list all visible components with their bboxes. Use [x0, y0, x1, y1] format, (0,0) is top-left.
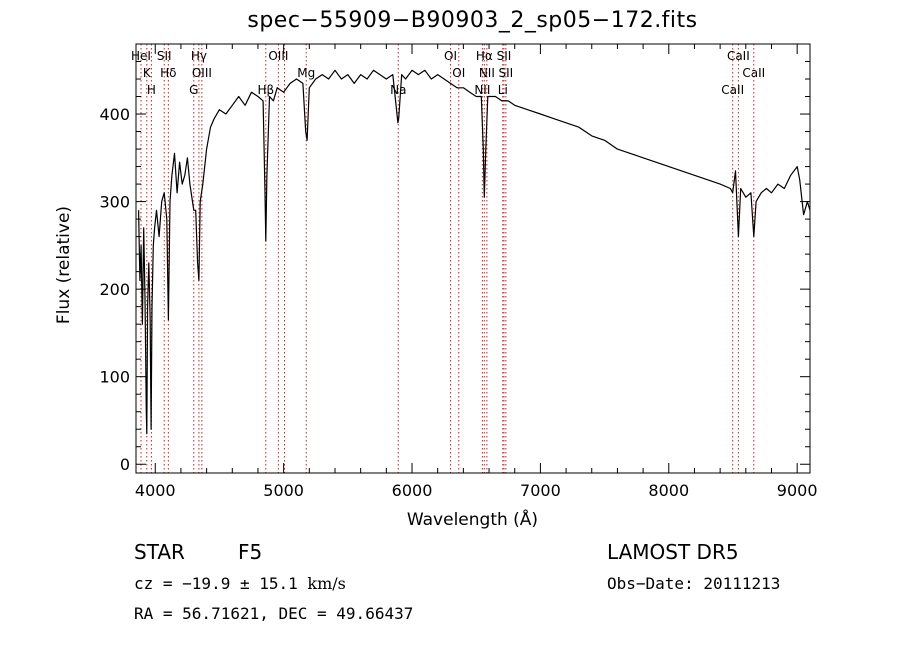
x-tick-label: 9000 — [777, 481, 818, 500]
line-marker-label: OIII — [268, 49, 288, 63]
y-tick-label: 300 — [99, 193, 130, 212]
redshift-readout: cz = −19.9 ± 15.1 km/s — [134, 574, 346, 593]
line-marker-label: Na — [390, 83, 406, 97]
redshift-unit: km/s — [307, 574, 346, 593]
x-tick-label: 6000 — [392, 481, 433, 500]
line-marker-label: Hβ — [257, 83, 274, 97]
line-marker-label: NII — [474, 83, 490, 97]
line-marker-label: Hα — [476, 49, 493, 63]
observation-date: Obs−Date: 20111213 — [607, 574, 781, 593]
line-marker-label: K — [143, 66, 152, 80]
line-marker-label: Hδ — [160, 66, 176, 80]
line-marker-label: NII — [479, 66, 495, 80]
object-class: STAR — [134, 540, 185, 564]
coordinates-readout: RA = 56.71621, DEC = 49.66437 — [134, 604, 414, 623]
x-tick-label: 5000 — [263, 481, 304, 500]
object-subclass: F5 — [238, 540, 263, 564]
x-axis-label: Wavelength (Å) — [406, 510, 539, 530]
line-marker-label: Mg — [297, 66, 315, 80]
line-marker-label: OI — [452, 66, 465, 80]
x-tick-label: 7000 — [520, 481, 561, 500]
line-marker-label: OI — [444, 49, 457, 63]
line-marker-label: Li — [498, 83, 508, 97]
survey-label: LAMOST DR5 — [607, 540, 739, 564]
x-tick-label: 4000 — [135, 481, 176, 500]
plot-frame — [135, 43, 811, 474]
spectrum-line — [138, 69, 811, 435]
line-marker-label: CaII — [742, 66, 765, 80]
line-marker-label: SII — [157, 49, 172, 63]
y-tick-label: 400 — [99, 105, 130, 124]
line-marker-label: OIII — [192, 66, 212, 80]
y-tick-label: 100 — [99, 368, 130, 387]
line-marker-label: H — [147, 83, 156, 97]
line-marker-label: CaII — [727, 49, 750, 63]
x-tick-label: 8000 — [648, 481, 689, 500]
redshift-value: cz = −19.9 ± 15.1 — [134, 574, 308, 593]
y-tick-label: 0 — [120, 455, 130, 474]
line-marker-label: SII — [497, 49, 512, 63]
line-marker-label: HeI — [131, 49, 151, 63]
chart-title: spec−55909−B90903_2_sp05−172.fits — [247, 8, 698, 33]
y-tick-label: 200 — [99, 280, 130, 299]
line-marker-label: Hγ — [191, 49, 207, 63]
line-marker-label: CaII — [721, 83, 744, 97]
y-axis-label: Flux (relative) — [54, 205, 74, 325]
line-marker-label: SII — [499, 66, 514, 80]
line-marker-label: G — [189, 83, 198, 97]
